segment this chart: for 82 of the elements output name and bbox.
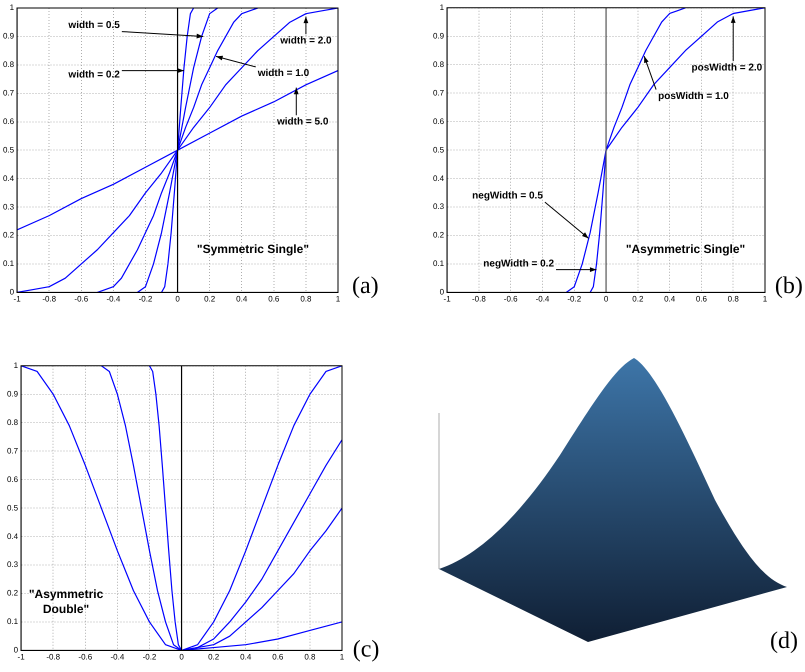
x-tick-label: 0.6 xyxy=(696,294,708,304)
x-tick-label: 0.8 xyxy=(300,294,312,304)
x-tick-label: 0.8 xyxy=(304,652,316,662)
y-tick-label: 0.6 xyxy=(432,116,445,126)
y-tick-label: 0.7 xyxy=(6,446,19,456)
annotation: posWidth = 2.0 xyxy=(691,62,763,74)
y-tick-label: 0.1 xyxy=(432,259,445,268)
y-tick-label: 1 xyxy=(14,361,19,370)
text: (a) xyxy=(352,273,379,300)
x-tick-label: -1 xyxy=(444,294,452,304)
y-tick-label: 0.4 xyxy=(2,174,15,183)
x-tick-label: 0.2 xyxy=(208,652,220,662)
y-tick-label: 0.9 xyxy=(2,32,15,41)
annotation: "Asymmetric Double" xyxy=(28,586,104,616)
x-tick-label: -0.8 xyxy=(472,294,486,304)
annotation: width = 5.0 xyxy=(276,116,329,128)
y-tick-label: 0.9 xyxy=(432,31,445,40)
annotation: posWidth = 1.0 xyxy=(658,90,730,102)
x-tick-label: -0.2 xyxy=(138,294,153,304)
y-tick-label: 0.3 xyxy=(2,202,15,212)
x-tick-label: 0.6 xyxy=(268,294,280,304)
y-tick-label: 1 xyxy=(440,3,445,12)
x-tick-label: 1 xyxy=(336,294,341,304)
y-tick-label: 0 xyxy=(14,646,19,655)
x-tick-label: -0.8 xyxy=(42,294,57,304)
y-tick-label: 0.8 xyxy=(2,60,15,70)
x-tick-label: 0.4 xyxy=(236,294,248,304)
x-tick-label: -0.2 xyxy=(142,652,157,662)
x-tick-label: 0 xyxy=(179,652,184,662)
text: (b) xyxy=(774,273,803,300)
annotation: width = 0.5 xyxy=(67,20,120,31)
y-tick-label: 1 xyxy=(10,3,15,12)
y-tick-label: 0.2 xyxy=(432,230,445,240)
x-tick-label: -0.4 xyxy=(536,294,550,304)
x-tick-label: 0.8 xyxy=(728,294,740,304)
y-tick-label: 0.8 xyxy=(6,418,19,427)
x-tick-label: 1 xyxy=(340,652,345,662)
annotation: "Asymmetric Single" xyxy=(626,242,746,256)
y-tick-label: 0.4 xyxy=(432,174,445,183)
x-tick-label: 0.2 xyxy=(204,294,216,304)
x-tick-label: -1 xyxy=(18,652,26,662)
x-tick-label: -1 xyxy=(14,294,22,304)
y-tick-label: 0.3 xyxy=(6,560,19,570)
y-tick-label: 0.8 xyxy=(432,60,445,69)
x-tick-label: 0 xyxy=(175,294,180,304)
y-tick-label: 0.5 xyxy=(432,145,445,154)
annotation: negWidth = 0.2 xyxy=(483,258,554,270)
text: (c) xyxy=(352,636,380,663)
y-tick-label: 0.5 xyxy=(2,145,15,154)
x-tick-label: 1 xyxy=(762,294,768,304)
x-tick-label: -0.6 xyxy=(74,294,89,304)
text: (d) xyxy=(770,628,798,655)
y-tick-label: 0.3 xyxy=(432,202,445,212)
x-tick-label: -0.2 xyxy=(567,294,582,304)
y-tick-label: 0.1 xyxy=(2,259,15,268)
y-tick-label: 0.9 xyxy=(6,389,19,398)
x-tick-label: 0.2 xyxy=(632,294,644,304)
y-tick-label: 0.2 xyxy=(6,588,19,598)
y-tick-label: 0 xyxy=(440,288,445,297)
x-tick-label: -0.6 xyxy=(78,652,93,662)
annotation: width = 2.0 xyxy=(279,35,332,46)
y-tick-label: 0.2 xyxy=(2,230,15,240)
x-tick-label: 0.4 xyxy=(664,294,676,304)
x-tick-label: -0.6 xyxy=(504,294,518,304)
annotation: width = 1.0 xyxy=(256,68,310,80)
annotation: width = 0.2 xyxy=(67,70,120,81)
x-tick-label: -0.4 xyxy=(106,294,121,304)
y-tick-label: 0.1 xyxy=(6,617,19,626)
y-tick-label: 0.7 xyxy=(2,88,15,98)
y-tick-label: 0.5 xyxy=(6,503,19,512)
x-tick-label: 0 xyxy=(604,294,609,304)
y-tick-label: 0.6 xyxy=(2,116,15,126)
x-tick-label: 0.6 xyxy=(272,652,284,662)
x-tick-label: 0.4 xyxy=(240,652,252,662)
y-tick-label: 0 xyxy=(10,288,15,297)
y-tick-label: 0.6 xyxy=(6,474,19,484)
annotation: "Symmetric Single" xyxy=(196,242,310,256)
x-tick-label: -0.4 xyxy=(110,652,125,662)
annotation: negWidth = 0.5 xyxy=(472,190,544,202)
y-tick-label: 0.4 xyxy=(6,532,19,541)
y-tick-label: 0.7 xyxy=(432,88,445,98)
x-tick-label: -0.8 xyxy=(46,652,61,662)
